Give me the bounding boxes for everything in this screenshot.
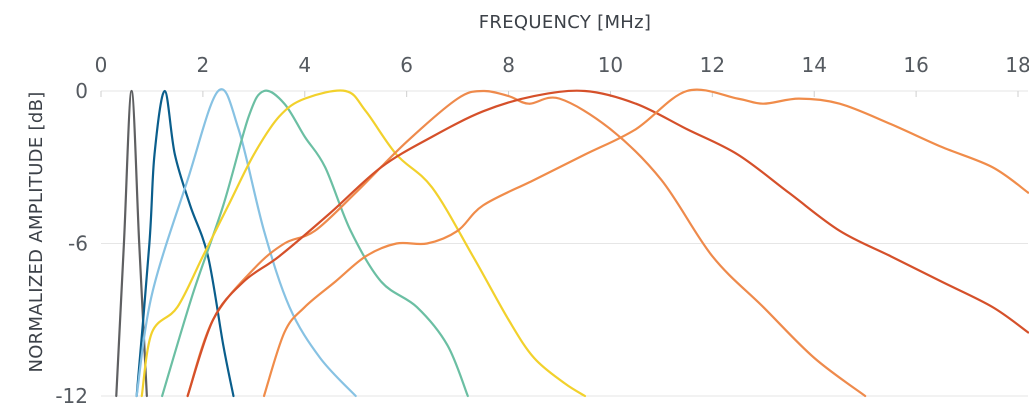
- series-line-6: [186, 89, 867, 398]
- x-tick-label: 16: [903, 53, 928, 77]
- y-tick-label: -12: [55, 384, 88, 405]
- x-tick-label: 14: [801, 53, 826, 77]
- y-tick-label: -6: [68, 232, 88, 256]
- series-line-8: [262, 88, 1029, 398]
- y-tick-label: 0: [75, 79, 88, 103]
- x-axis-title: FREQUENCY [MHz]: [479, 12, 651, 33]
- series-line-1: [115, 89, 148, 398]
- x-tick-label: 4: [298, 53, 311, 77]
- series-layer: [115, 88, 1029, 398]
- x-tick-label: 6: [400, 53, 413, 77]
- series-line-5: [140, 89, 587, 398]
- x-tick-label: 8: [502, 53, 515, 77]
- series-line-3: [135, 88, 357, 398]
- y-axis-title: NORMALIZED AMPLITUDE [dB]: [26, 91, 47, 372]
- x-tick-label: 18: [1005, 53, 1029, 77]
- x-tick-label: 10: [598, 53, 623, 77]
- x-tick-label: 12: [700, 53, 725, 77]
- tick-layer: 0 -6 -12 0 2 4 6 8 10 12 14 16 18: [55, 53, 1029, 405]
- series-line-7: [186, 89, 1029, 398]
- x-tick-label: 2: [197, 53, 210, 77]
- series-line-2: [135, 89, 235, 398]
- x-tick-label: 0: [95, 53, 108, 77]
